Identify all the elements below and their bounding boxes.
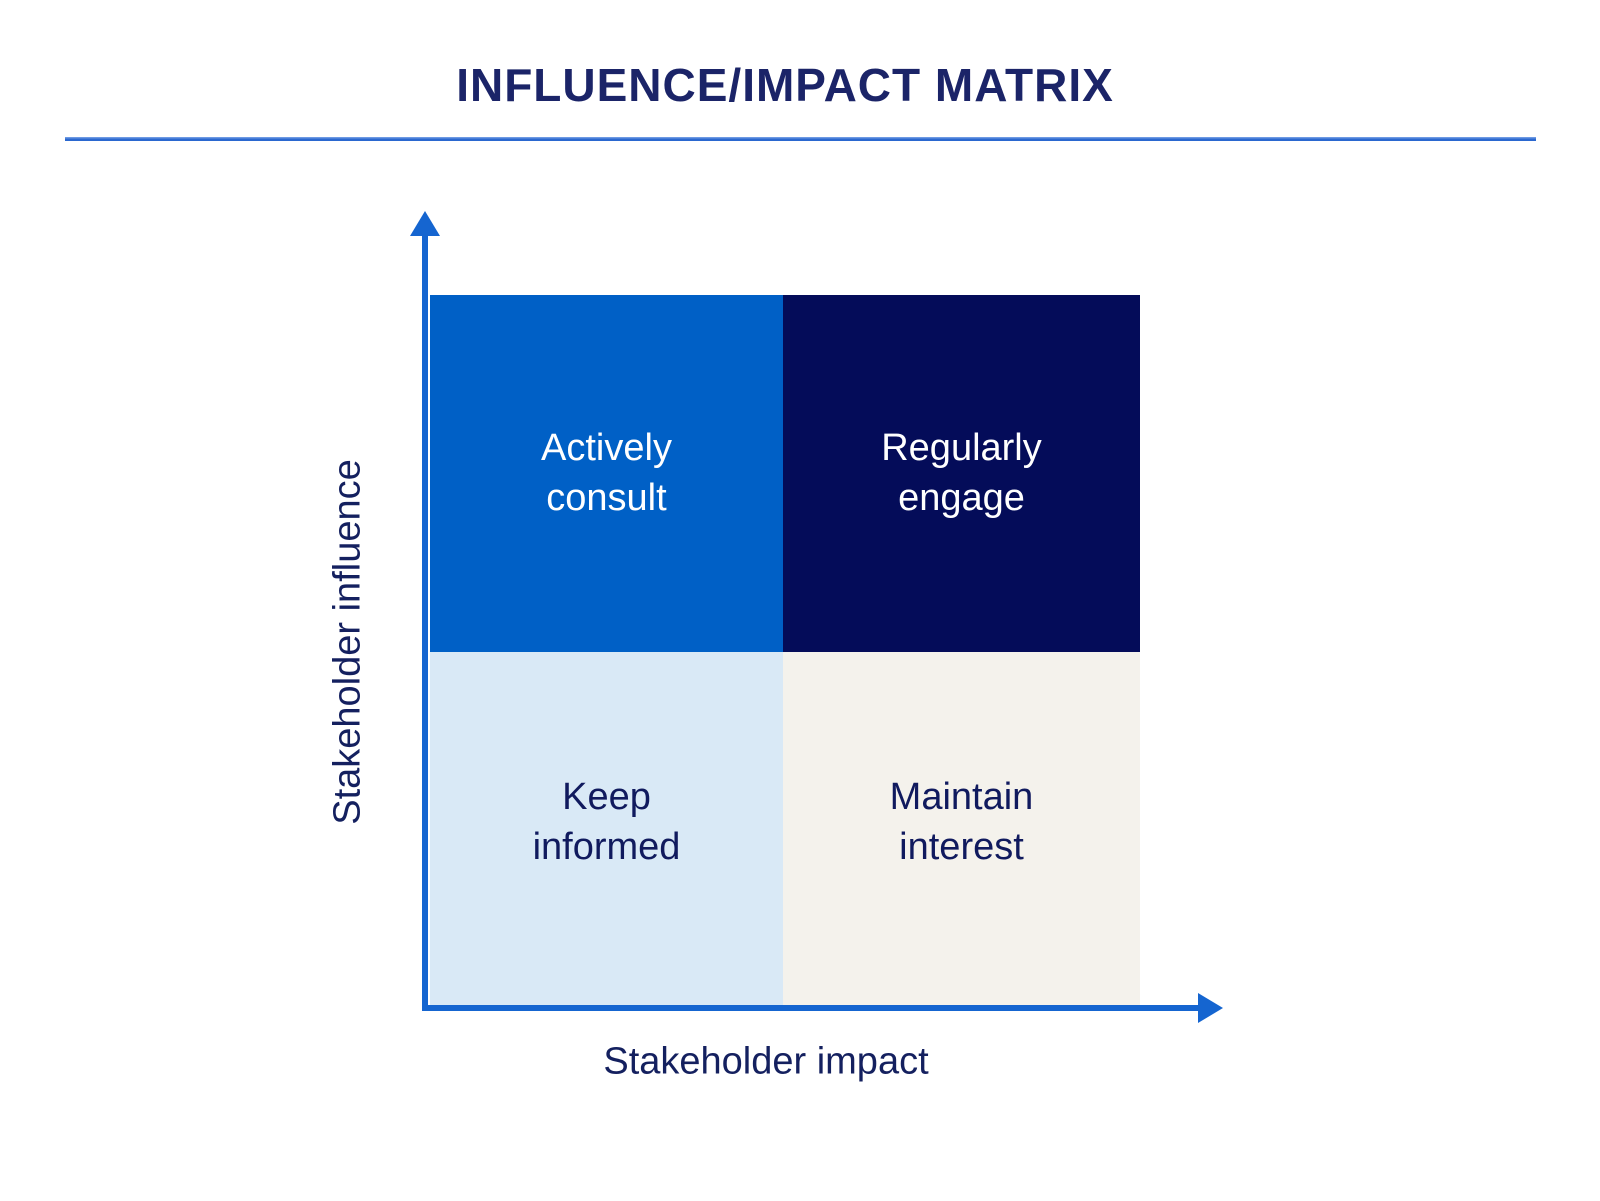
quadrant-grid: Actively consult Regularly engage Keep i…: [430, 295, 1140, 1005]
quadrant-label: Actively consult: [541, 424, 672, 523]
quadrant-label-line2: interest: [899, 825, 1024, 868]
quadrant-label-line1: Actively: [541, 427, 672, 470]
y-axis-line: [422, 235, 428, 1010]
quadrant-label: Regularly engage: [881, 424, 1042, 523]
quadrant-label-line1: Keep: [562, 776, 651, 819]
quadrant-label-line2: informed: [532, 825, 681, 868]
y-axis-label: Stakeholder influence: [326, 459, 369, 825]
y-axis-arrowhead-icon: [410, 211, 440, 236]
x-axis-label: Stakeholder impact: [603, 1040, 929, 1083]
quadrant-maintain-interest: Maintain interest: [783, 652, 1140, 1005]
quadrant-label: Keep informed: [533, 773, 681, 872]
quadrant-keep-informed: Keep informed: [430, 652, 783, 1005]
quadrant-label-line2: consult: [546, 476, 667, 519]
quadrant-label: Maintain interest: [890, 773, 1034, 872]
quadrant-label-line2: engage: [898, 476, 1025, 519]
quadrant-actively-consult: Actively consult: [430, 295, 783, 652]
title-divider: [65, 137, 1536, 141]
quadrant-label-line1: Regularly: [881, 427, 1042, 470]
x-axis-arrowhead-icon: [1198, 993, 1223, 1023]
quadrant-label-line1: Maintain: [889, 776, 1034, 819]
page-title: INFLUENCE/IMPACT MATRIX: [456, 59, 1114, 111]
quadrant-regularly-engage: Regularly engage: [783, 295, 1140, 652]
x-axis-line: [422, 1005, 1200, 1011]
